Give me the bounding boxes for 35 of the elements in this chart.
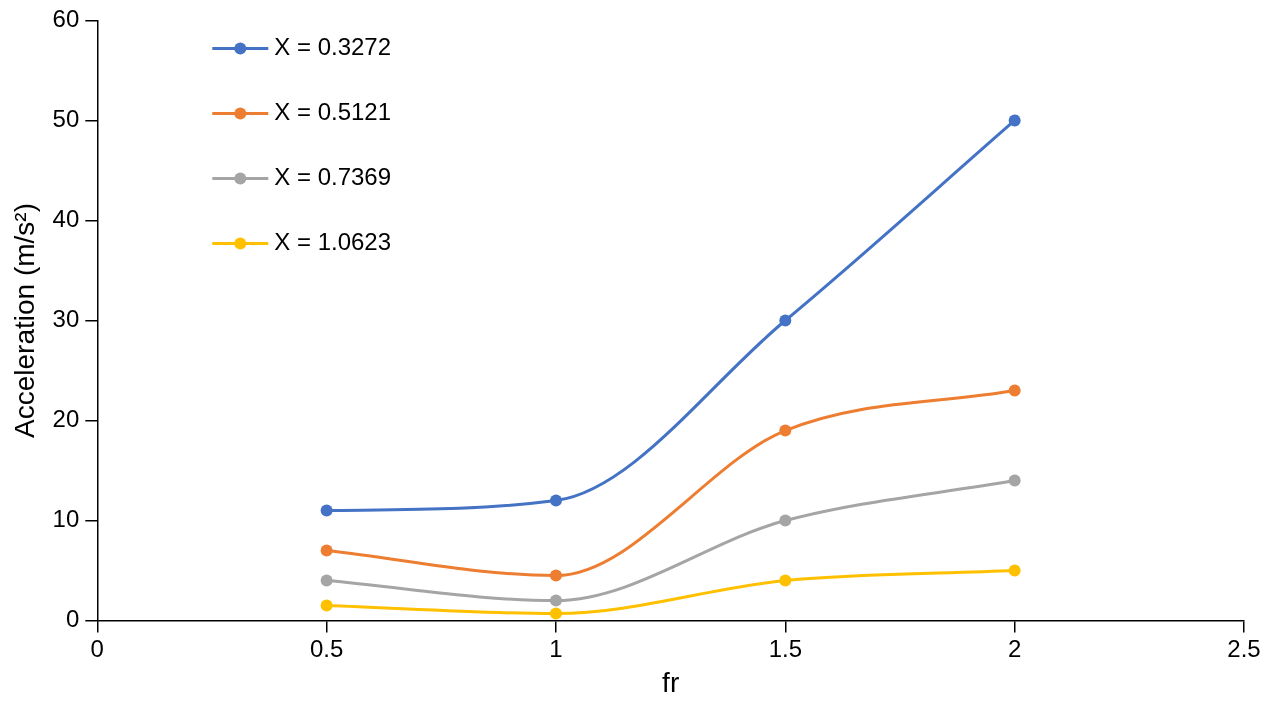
point [779,314,792,327]
point [1008,564,1021,577]
point [549,569,562,582]
point [549,494,562,507]
point [779,424,792,437]
y-tick-label: 20 [52,405,80,433]
legend-label: X = 0.5121 [274,98,392,126]
x-tick-label: 0.5 [309,634,344,662]
point [1008,114,1021,127]
y-tick-label: 30 [52,305,80,333]
y-tick-label: 10 [52,505,80,533]
point [1008,384,1021,397]
x-tick-label: 1 [549,634,563,662]
point [320,544,333,557]
legend-label: X = 0.3272 [274,33,392,61]
point [549,607,562,620]
y-tick-label: 60 [52,5,80,33]
x-tick-label: 2 [1007,634,1022,662]
point [320,599,333,612]
y-tick-label: 40 [52,205,80,233]
point [779,514,792,527]
y-tick-label: 0 [65,605,80,633]
x-tick-label: 2.5 [1227,634,1261,662]
point [320,504,333,517]
point [320,574,333,587]
x-axis-title: fr [662,666,680,698]
point [779,574,792,587]
legend-label: X = 1.0623 [274,228,392,256]
x-tick-label: 0 [90,634,104,662]
y-axis-title: Acceleration (m/s²) [8,203,40,438]
point [549,594,562,607]
point [1008,474,1021,487]
x-tick-label: 1.5 [768,634,803,662]
legend-label: X = 0.7369 [274,163,392,191]
y-tick-label: 50 [52,105,80,133]
